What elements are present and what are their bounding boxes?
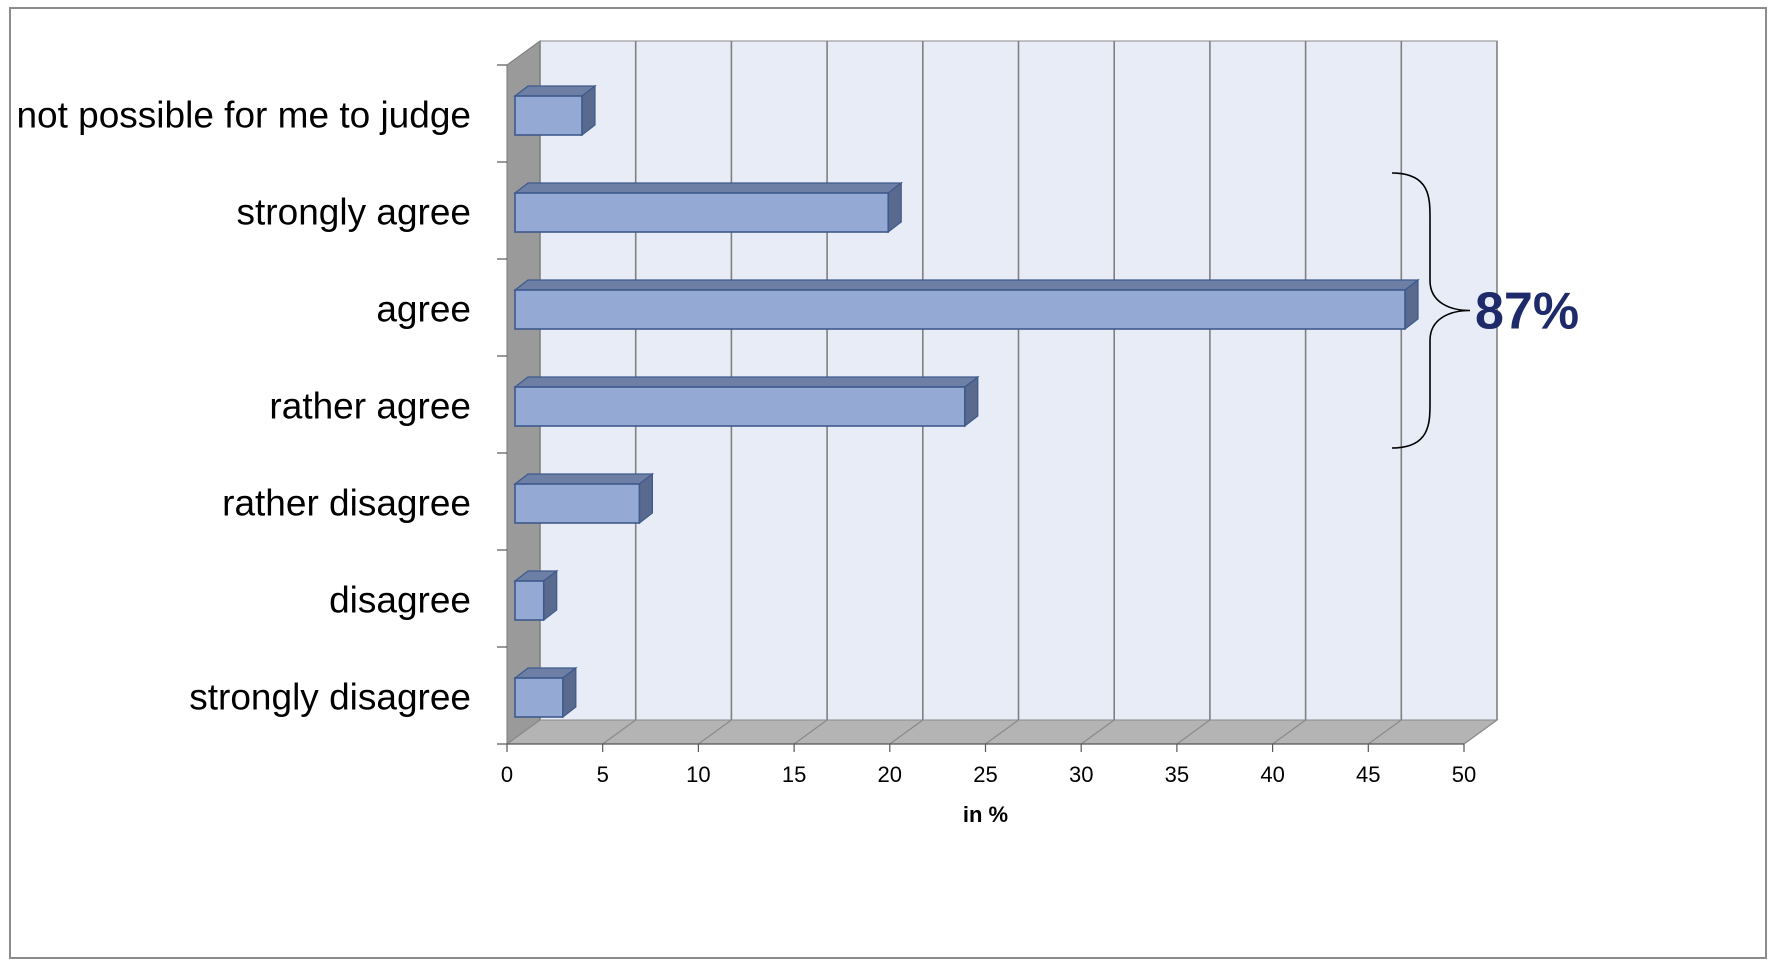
bar bbox=[513, 472, 655, 525]
floor-gridline bbox=[602, 719, 637, 745]
x-tick-label: 25 bbox=[973, 762, 997, 787]
x-tick-label: 15 bbox=[782, 762, 806, 787]
floor-gridline bbox=[506, 719, 541, 745]
bar bbox=[513, 569, 559, 622]
x-tick-label: 0 bbox=[501, 762, 513, 787]
bar-front bbox=[514, 580, 545, 621]
x-axis-title: in % bbox=[963, 802, 1008, 827]
category-label: strongly disagree bbox=[189, 677, 471, 718]
floor-gridline bbox=[1367, 719, 1402, 745]
x-tick-label: 50 bbox=[1452, 762, 1476, 787]
category-label: disagree bbox=[329, 580, 471, 621]
floor-gridline bbox=[1176, 719, 1211, 745]
x-tick-label: 5 bbox=[597, 762, 609, 787]
x-tick-label: 10 bbox=[686, 762, 710, 787]
category-label: rather disagree bbox=[222, 483, 471, 524]
x-tick-label: 30 bbox=[1069, 762, 1093, 787]
x-axis-ticks: 0 5 10 15 20 25 30 35 40 45 50 bbox=[497, 64, 1476, 787]
bar bbox=[513, 278, 1420, 331]
category-label: not possible for me to judge bbox=[16, 95, 471, 136]
bar bbox=[513, 84, 597, 137]
bar-top bbox=[513, 473, 655, 485]
bar bbox=[513, 375, 980, 428]
floor-gridline bbox=[1463, 719, 1498, 745]
x-tick-label: 40 bbox=[1260, 762, 1284, 787]
floor-gridline bbox=[889, 719, 924, 745]
bar-front bbox=[514, 192, 890, 233]
bar-front bbox=[514, 483, 641, 524]
bar-front bbox=[514, 289, 1406, 330]
category-label: agree bbox=[376, 289, 471, 330]
bar-front bbox=[514, 95, 583, 136]
bar bbox=[513, 666, 578, 719]
x-tick-label: 20 bbox=[878, 762, 902, 787]
bar-top bbox=[513, 376, 980, 388]
x-tick-label: 35 bbox=[1165, 762, 1189, 787]
bar-front bbox=[514, 386, 966, 427]
bar bbox=[513, 181, 903, 234]
bar-top bbox=[513, 279, 1420, 291]
annotation-brace bbox=[1391, 172, 1471, 449]
floor-gridline bbox=[985, 719, 1019, 745]
floor-gridline bbox=[793, 719, 828, 745]
floor-gridline bbox=[1272, 719, 1306, 745]
floor-gridline bbox=[1080, 719, 1115, 745]
bar-front bbox=[514, 677, 564, 718]
chart-frame: 0 5 10 15 20 25 30 35 40 45 50 not possible for me… bbox=[9, 7, 1767, 959]
chart-bars bbox=[513, 84, 1420, 719]
bar-chart: 0 5 10 15 20 25 30 35 40 45 50 not possible for me… bbox=[16, 40, 1579, 827]
x-tick-label: 45 bbox=[1356, 762, 1380, 787]
floor-gridline bbox=[698, 719, 732, 745]
category-label: rather agree bbox=[269, 386, 471, 427]
category-labels: not possible for me to judge strongly agr… bbox=[16, 95, 471, 718]
category-label: strongly agree bbox=[237, 192, 471, 233]
bar-top bbox=[513, 182, 903, 194]
annotation-label: 87% bbox=[1475, 283, 1579, 341]
